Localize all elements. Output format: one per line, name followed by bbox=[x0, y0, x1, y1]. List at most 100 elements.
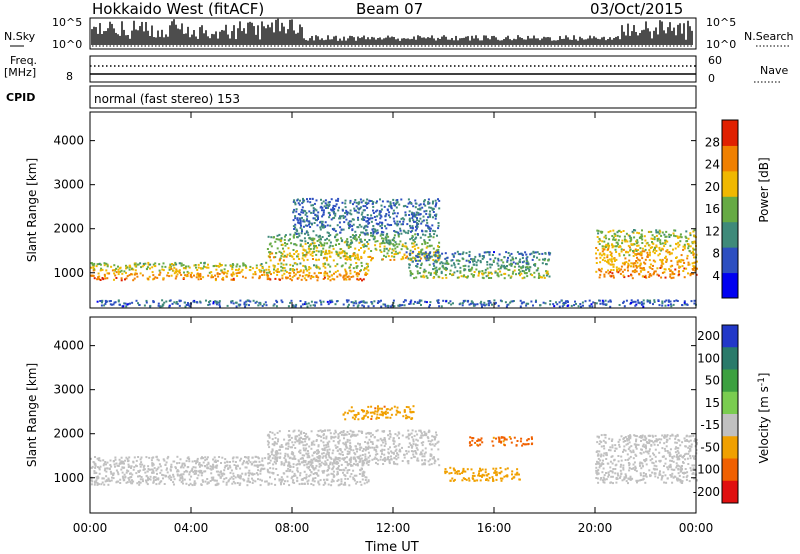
velocity-cell bbox=[252, 479, 255, 482]
power-cell bbox=[246, 299, 249, 302]
power-cell bbox=[320, 301, 322, 304]
power-cell bbox=[182, 264, 185, 267]
power-cell bbox=[504, 272, 507, 275]
velocity-cell bbox=[219, 476, 222, 479]
power-cell bbox=[178, 271, 181, 274]
velocity-cell bbox=[149, 478, 152, 481]
velocity-cell bbox=[303, 477, 306, 479]
velocity-cell bbox=[393, 457, 396, 460]
power-cell bbox=[544, 302, 547, 305]
velocity-cell bbox=[116, 464, 119, 467]
velocity-cell bbox=[363, 471, 366, 474]
power-cell bbox=[416, 302, 419, 304]
power-cell bbox=[353, 207, 356, 210]
power-cell bbox=[618, 304, 621, 306]
power-cell bbox=[653, 299, 656, 302]
power-cell bbox=[365, 267, 368, 270]
velocity-cell bbox=[103, 469, 106, 472]
velocity-cell bbox=[181, 462, 184, 465]
power-cell bbox=[316, 246, 319, 249]
power-cell bbox=[318, 244, 320, 247]
velocity-cell bbox=[371, 458, 374, 461]
velocity-cell bbox=[367, 416, 369, 419]
power-cell bbox=[584, 300, 587, 303]
power-cell bbox=[145, 301, 148, 304]
power-cell bbox=[673, 273, 676, 275]
velocity-cell bbox=[263, 467, 266, 470]
power-cell bbox=[442, 299, 445, 302]
power-cell bbox=[401, 304, 404, 307]
power-cell bbox=[328, 275, 331, 278]
velocity-cell bbox=[227, 480, 230, 483]
velocity-cell bbox=[190, 469, 193, 472]
power-cell bbox=[529, 273, 532, 276]
power-cell bbox=[388, 239, 391, 242]
power-cell bbox=[668, 251, 671, 254]
power-cell bbox=[622, 274, 625, 277]
power-cell bbox=[216, 265, 219, 267]
velocity-cell bbox=[380, 444, 383, 447]
power-cell bbox=[180, 262, 183, 265]
power-cell bbox=[660, 276, 663, 279]
power-cell bbox=[302, 248, 305, 251]
velocity-cell bbox=[384, 458, 387, 461]
power-cell bbox=[427, 271, 430, 274]
power-cell bbox=[660, 264, 663, 267]
velocity-cell bbox=[257, 457, 260, 460]
velocity-cell bbox=[167, 475, 170, 478]
power-cell bbox=[577, 305, 580, 308]
power-cell bbox=[661, 231, 664, 234]
power-cell bbox=[640, 252, 643, 254]
colorbar-tick-label: 20 bbox=[705, 180, 720, 194]
velocity-cell bbox=[345, 443, 348, 446]
power-cell bbox=[335, 233, 338, 236]
power-cell bbox=[335, 253, 338, 256]
velocity-cell bbox=[160, 469, 163, 472]
velocity-cell bbox=[343, 443, 346, 446]
power-cell bbox=[339, 252, 342, 255]
power-cell bbox=[457, 276, 460, 279]
power-cell bbox=[630, 301, 633, 304]
power-cell bbox=[342, 214, 345, 217]
power-cell bbox=[387, 255, 390, 258]
power-cell bbox=[300, 211, 303, 214]
power-cell bbox=[270, 236, 273, 239]
power-cell bbox=[326, 204, 329, 207]
velocity-cell bbox=[348, 433, 351, 435]
power-cell bbox=[374, 240, 377, 243]
power-cell bbox=[692, 272, 695, 275]
power-cell bbox=[617, 246, 620, 249]
velocity-cell bbox=[244, 466, 247, 469]
power-cell bbox=[472, 260, 474, 263]
velocity-cell bbox=[188, 478, 191, 481]
power-cell bbox=[359, 207, 362, 210]
power-cell bbox=[309, 304, 312, 307]
velocity-cell bbox=[294, 447, 297, 449]
power-cell bbox=[434, 199, 437, 202]
power-cell bbox=[449, 272, 451, 275]
power-cell bbox=[131, 267, 134, 270]
power-cell bbox=[214, 277, 217, 280]
velocity-cell bbox=[330, 437, 333, 440]
power-cell bbox=[693, 261, 696, 264]
power-cell bbox=[305, 302, 308, 305]
velocity-cell bbox=[433, 444, 436, 447]
velocity-cell bbox=[264, 480, 267, 483]
velocity-cell bbox=[365, 436, 368, 439]
power-cell bbox=[401, 245, 404, 248]
power-cell bbox=[199, 267, 202, 270]
power-cell bbox=[299, 221, 302, 224]
power-cell bbox=[497, 264, 500, 267]
velocity-cell bbox=[293, 455, 296, 458]
power-cell bbox=[644, 274, 647, 277]
velocity-cell bbox=[278, 449, 281, 451]
power-cell bbox=[444, 274, 447, 276]
power-cell bbox=[331, 300, 334, 303]
power-cell bbox=[133, 263, 136, 266]
power-cell bbox=[632, 265, 635, 268]
power-cell bbox=[488, 300, 491, 302]
power-cell bbox=[326, 237, 328, 240]
power-cell bbox=[487, 274, 490, 277]
velocity-cell bbox=[325, 463, 328, 466]
